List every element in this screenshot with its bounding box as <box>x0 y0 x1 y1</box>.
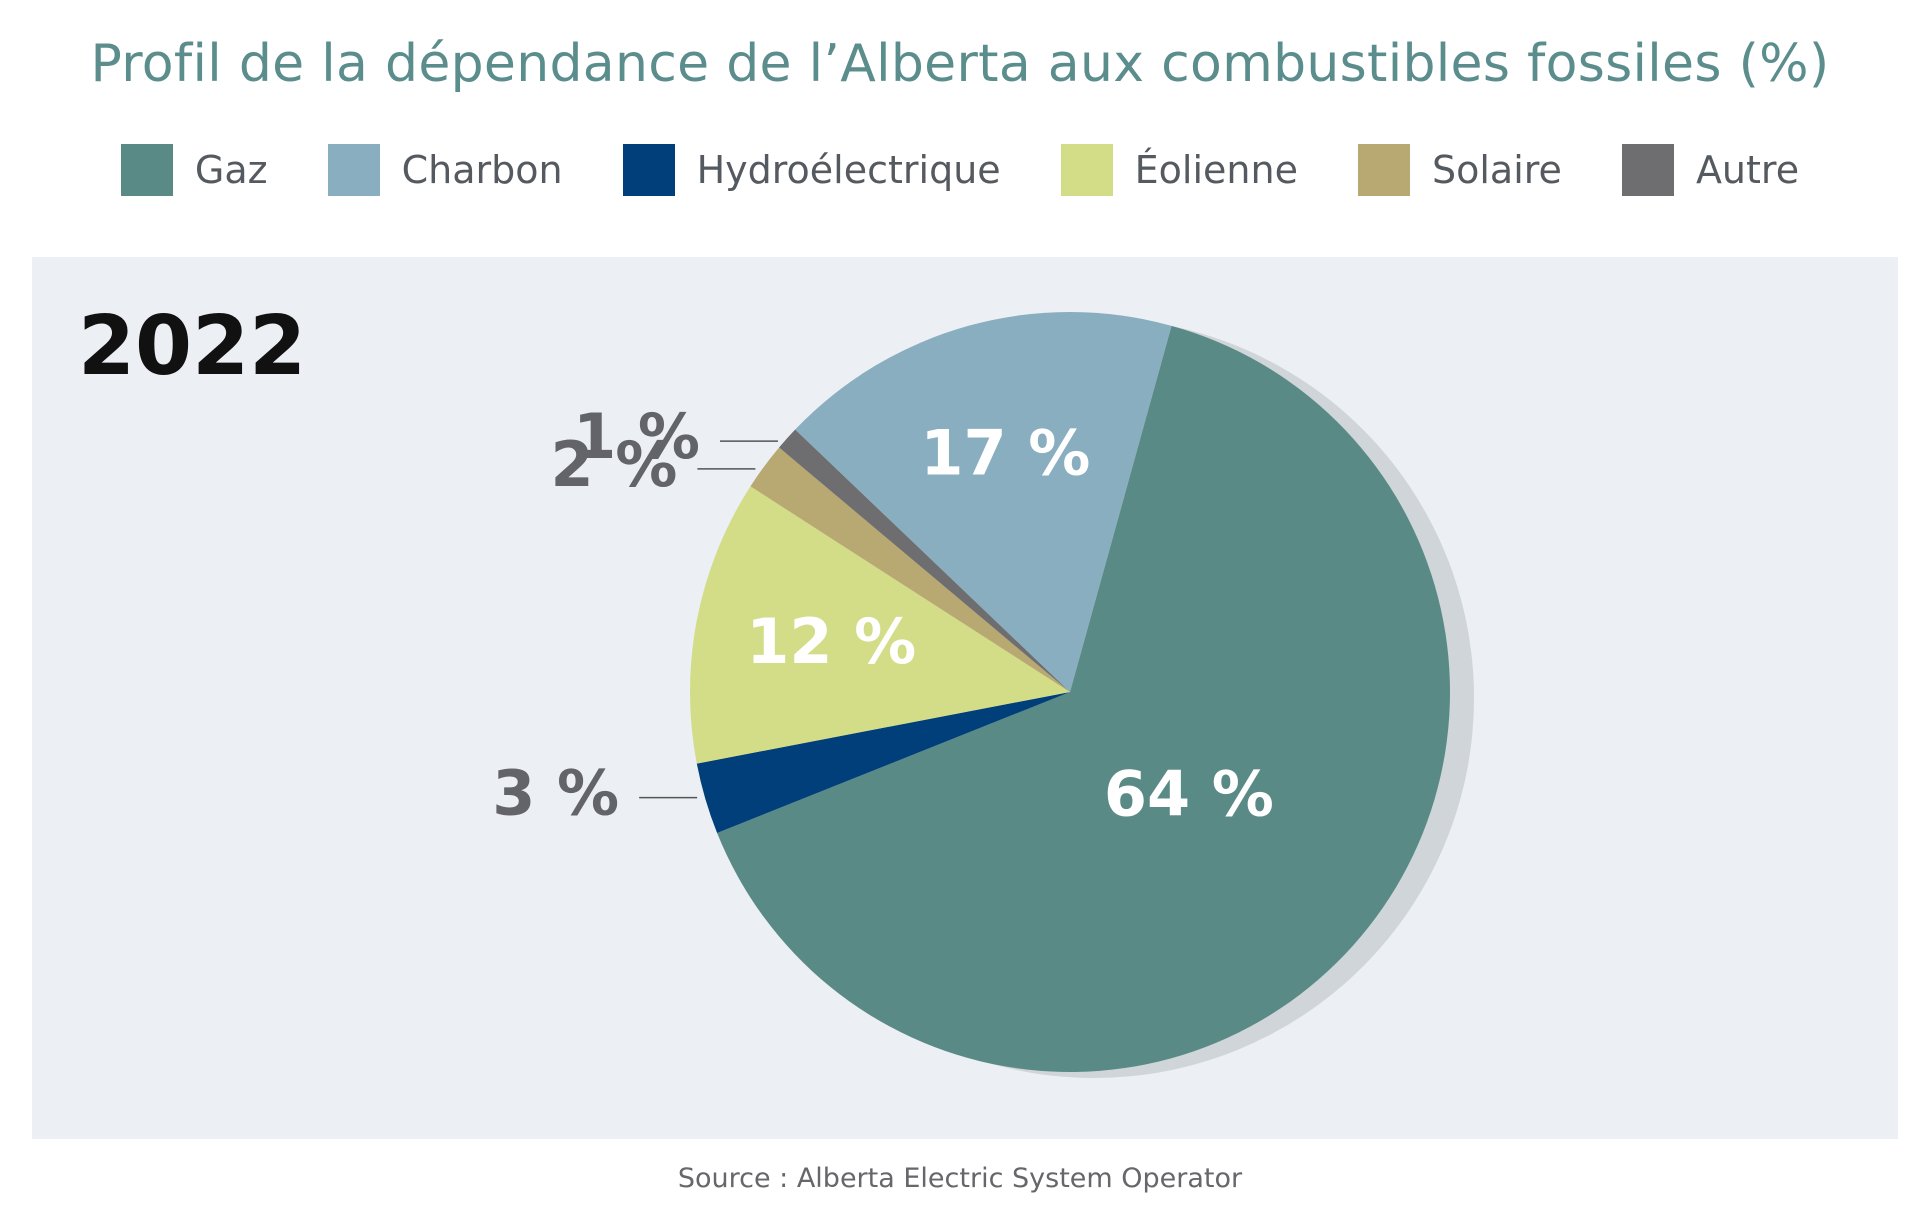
legend-label-hydroelectrique: Hydroélectrique <box>696 148 1001 192</box>
pie-slice-gaz <box>717 325 1450 1072</box>
legend-label-eolienne: Éolienne <box>1134 148 1298 192</box>
legend-swatch-hydroelectrique <box>622 144 675 196</box>
slice-label-hydroelectrique: 3 % <box>492 757 619 830</box>
slice-label-eolienne: 12 % <box>746 605 916 678</box>
pie-slice-autre <box>779 429 1070 692</box>
pie-slice-charbon <box>795 312 1172 692</box>
slice-label-solaire: 2 % <box>551 428 678 501</box>
pie-slice-eolienne <box>690 486 1070 764</box>
year-label: 2022 <box>78 299 307 394</box>
chart-title: Profil de la dépendance de l’Alberta aux… <box>90 34 1830 94</box>
legend-item-autre: Autre <box>1621 144 1800 196</box>
legend-item-solaire: Solaire <box>1357 144 1562 196</box>
legend: Gaz Charbon Hydroélectrique Éolienne Sol… <box>0 144 1920 196</box>
legend-swatch-charbon <box>327 144 380 196</box>
slice-label-charbon: 17 % <box>920 417 1090 490</box>
pie-slice-hydroelectrique <box>696 692 1070 833</box>
slice-label-gaz: 64 % <box>1104 758 1274 831</box>
legend-label-charbon: Charbon <box>401 148 563 192</box>
legend-swatch-gaz <box>120 144 173 196</box>
source-note: Source : Alberta Electric System Operato… <box>677 1163 1243 1194</box>
legend-item-charbon: Charbon <box>327 144 563 196</box>
legend-label-autre: Autre <box>1695 148 1800 192</box>
legend-swatch-eolienne <box>1060 144 1113 196</box>
pie-slice-solaire <box>750 447 1070 692</box>
slice-label-autre: 1 % <box>573 400 700 473</box>
legend-label-gaz: Gaz <box>194 148 268 192</box>
legend-swatch-solaire <box>1357 144 1410 196</box>
legend-label-solaire: Solaire <box>1431 148 1562 192</box>
legend-item-hydroelectrique: Hydroélectrique <box>622 144 1001 196</box>
legend-item-gaz: Gaz <box>120 144 268 196</box>
legend-item-eolienne: Éolienne <box>1060 144 1298 196</box>
legend-swatch-autre <box>1621 144 1674 196</box>
